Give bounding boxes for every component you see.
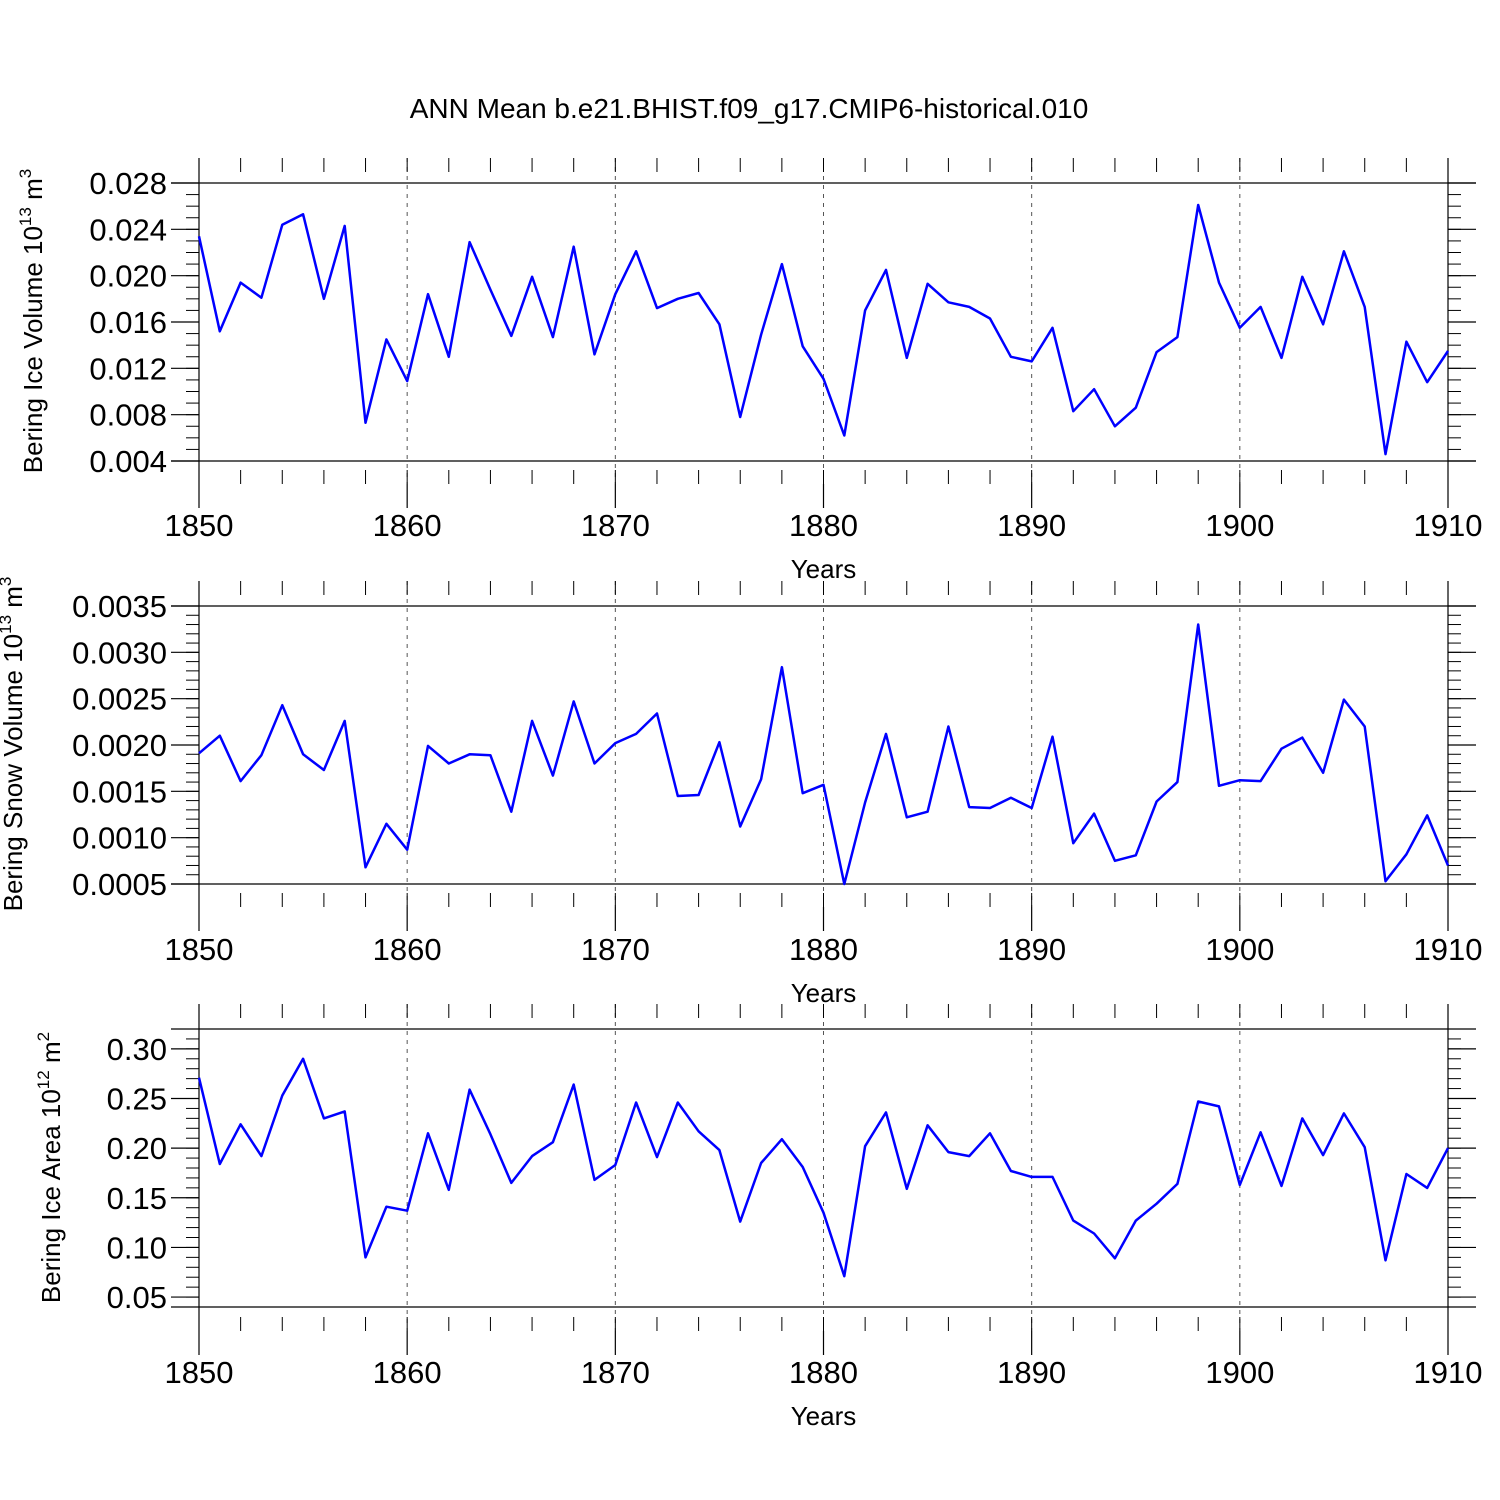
x-tick-label: 1910 xyxy=(1414,932,1483,967)
series-line xyxy=(197,1057,1450,1278)
x-tick-label: 1880 xyxy=(789,1355,858,1390)
y-axis-title: Bering Snow Volume 1013 m3 xyxy=(0,577,28,912)
x-tick-label: 1860 xyxy=(373,508,442,543)
y-tick-label: 0.0015 xyxy=(72,774,167,809)
x-tick-label: 1890 xyxy=(997,508,1066,543)
y-tick-label: 0.15 xyxy=(107,1181,167,1216)
x-axis-title: Years xyxy=(791,554,857,584)
x-tick-label: 1870 xyxy=(581,1355,650,1390)
y-tick-label: 0.028 xyxy=(89,166,167,201)
x-tick-label: 1850 xyxy=(165,1355,234,1390)
panel-3: 0.05 0.10 0.15 0.20 0.25 0.30 1850 1860 1870 1880… xyxy=(34,1004,1482,1431)
x-tick-label: 1850 xyxy=(165,932,234,967)
x-tick-label: 1850 xyxy=(165,508,234,543)
y-tick-label: 0.004 xyxy=(89,444,167,479)
y-tick-label: 0.008 xyxy=(89,398,167,433)
x-tick-label: 1900 xyxy=(1205,508,1274,543)
panel-1: 0.004 0.008 0.012 0.016 0.020 0.024 0.028 1850 1… xyxy=(16,158,1482,584)
y-tick-label: 0.0005 xyxy=(72,867,167,902)
y-tick-label: 0.012 xyxy=(89,351,167,386)
x-tick-label: 1890 xyxy=(997,1355,1066,1390)
y-tick-label: 0.0030 xyxy=(72,635,167,670)
x-tick-label: 1890 xyxy=(997,932,1066,967)
y-tick-label: 0.10 xyxy=(107,1230,167,1265)
x-tick-label: 1910 xyxy=(1414,1355,1483,1390)
y-tick-label: 0.25 xyxy=(107,1082,167,1117)
x-tick-label: 1900 xyxy=(1205,1355,1274,1390)
chart-title: ANN Mean b.e21.BHIST.f09_g17.CMIP6-histo… xyxy=(410,93,1089,124)
x-tick-label: 1870 xyxy=(581,508,650,543)
y-tick-label: 0.05 xyxy=(107,1280,167,1315)
y-tick-label: 0.016 xyxy=(89,305,167,340)
y-tick-label: 0.0010 xyxy=(72,821,167,856)
y-axis-title: Bering Ice Volume 1013 m3 xyxy=(16,169,48,473)
series-line xyxy=(197,203,1450,456)
panel-2: 0.0005 0.0010 0.0015 0.0020 0.0025 0.0030 0.00… xyxy=(0,577,1482,1008)
x-tick-label: 1860 xyxy=(373,932,442,967)
series-line xyxy=(198,623,1450,886)
y-tick-label: 0.024 xyxy=(89,212,167,247)
x-axis-title: Years xyxy=(791,978,857,1008)
y-tick-label: 0.0020 xyxy=(72,728,167,763)
x-tick-label: 1910 xyxy=(1414,508,1483,543)
y-tick-label: 0.0025 xyxy=(72,682,167,717)
x-tick-label: 1870 xyxy=(581,932,650,967)
x-tick-label: 1860 xyxy=(373,1355,442,1390)
y-tick-label: 0.30 xyxy=(107,1032,167,1067)
x-tick-label: 1900 xyxy=(1205,932,1274,967)
y-tick-label: 0.020 xyxy=(89,259,167,294)
y-tick-label: 0.0035 xyxy=(72,589,167,624)
x-tick-label: 1880 xyxy=(789,508,858,543)
y-axis-title: Bering Ice Area 1012 m2 xyxy=(34,1032,66,1303)
y-tick-label: 0.20 xyxy=(107,1131,167,1166)
x-tick-label: 1880 xyxy=(789,932,858,967)
x-axis-title: Years xyxy=(791,1401,857,1431)
